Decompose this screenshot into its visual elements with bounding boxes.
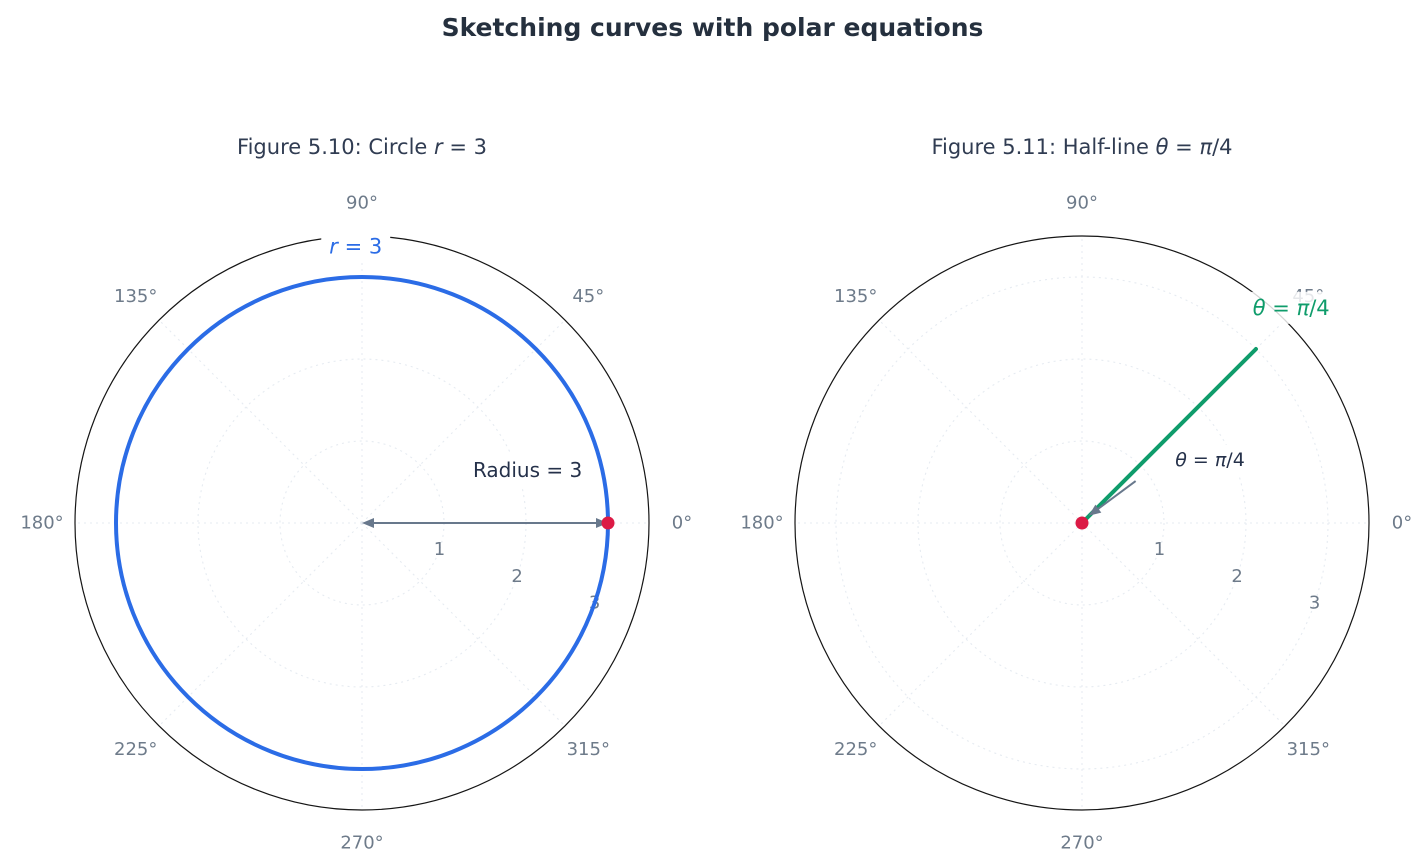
angle-spoke	[361, 319, 566, 524]
point-origin	[1075, 516, 1089, 530]
angle-tick-label: 315°	[1287, 739, 1330, 760]
radius-tick-label: 2	[511, 566, 522, 587]
angle-tick-label: 0°	[672, 513, 692, 534]
angle-tick-label: 225°	[834, 739, 877, 760]
angle-spoke	[878, 319, 1083, 524]
angle-tick-label: 270°	[340, 833, 383, 854]
radius-annotation: Radius = 3	[473, 458, 582, 482]
angle-tick-label: 315°	[567, 739, 610, 760]
angle-tick-label: 270°	[1060, 833, 1103, 854]
angle-spoke	[158, 522, 363, 727]
angle-tick-label: 45°	[572, 286, 604, 307]
angle-tick-label: 90°	[1066, 193, 1098, 214]
grid-circle	[999, 440, 1165, 606]
angle-tick-label: 180°	[740, 513, 783, 534]
theta-annotation-bbox	[1167, 445, 1253, 476]
angle-spoke	[878, 522, 1083, 727]
ray-theta-pi-over-4	[1080, 347, 1258, 525]
angle-tick-label: 135°	[114, 286, 157, 307]
radius-annotation-bbox	[464, 454, 591, 487]
angle-tick-label: 225°	[114, 739, 157, 760]
polar-plot-circle: Figure 5.10: Circle r = 3 0° 45° 90° 135° 180…	[20, 135, 692, 854]
radius-tick-label: 1	[1154, 539, 1165, 560]
halfline-equation-label-bbox	[1244, 291, 1338, 324]
curve-equation-label-bbox	[321, 230, 391, 263]
angle-spoke	[361, 522, 566, 727]
polar-ring	[794, 235, 1370, 811]
point-r3-theta0	[601, 516, 615, 530]
figure-title: Sketching curves with polar equations	[441, 13, 984, 42]
subplot-title: Figure 5.11: Half-line θ = π/4	[931, 135, 1232, 159]
polar-plot-halfline: Figure 5.11: Half-line θ = π/40°45°90°13…	[740, 135, 1412, 854]
angle-tick-label: 135°	[834, 286, 877, 307]
halfline-equation-label: θ = π/4	[1253, 296, 1330, 320]
angle-spoke	[1081, 522, 1286, 727]
subplot-title: Figure 5.10: Circle r = 3	[237, 135, 487, 159]
theta-annotation: θ = π/4	[1175, 449, 1245, 471]
radius-arrow-head	[362, 518, 374, 528]
angle-tick-label: 0°	[1392, 513, 1412, 534]
angle-spoke	[158, 319, 363, 524]
radius-tick-label: 2	[1231, 566, 1242, 587]
to-origin-arrow	[1096, 480, 1137, 511]
angle-tick-label: 90°	[346, 193, 378, 214]
radius-tick-label: 1	[434, 539, 445, 560]
curve-equation-label: r = 3	[329, 235, 382, 259]
radius-tick-label: 3	[1309, 593, 1320, 614]
to-origin-arrow-head	[1088, 504, 1102, 516]
angle-tick-label: 180°	[20, 513, 63, 534]
